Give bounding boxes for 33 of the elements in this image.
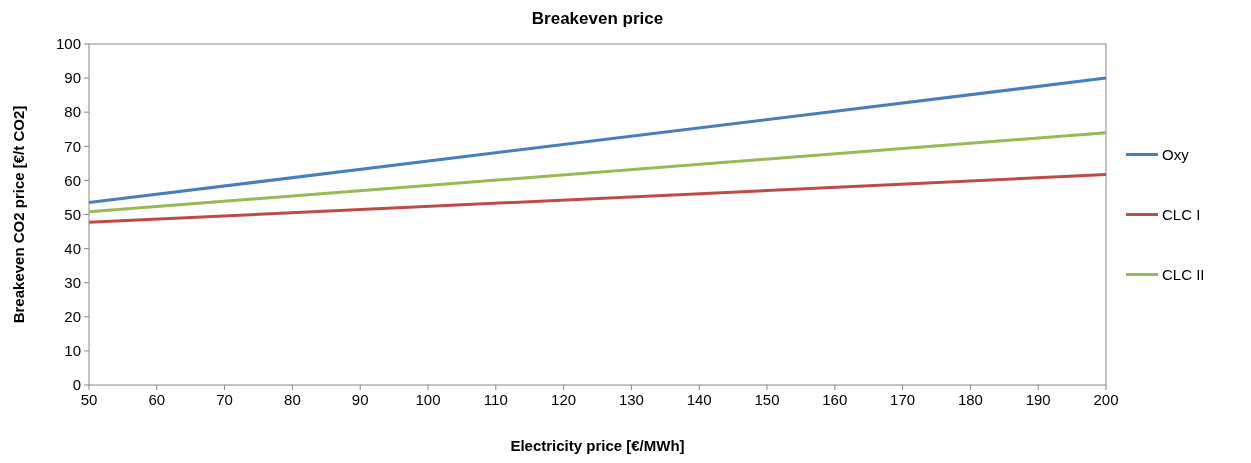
x-tick-label: 190 bbox=[1025, 391, 1051, 408]
x-tick-label: 150 bbox=[754, 391, 780, 408]
x-tick-label: 170 bbox=[890, 391, 916, 408]
x-tick-label: 120 bbox=[551, 391, 577, 408]
y-tick-label: 60 bbox=[64, 171, 81, 189]
y-tick-label: 0 bbox=[72, 376, 81, 394]
legend-label: CLC I bbox=[1162, 205, 1201, 223]
y-tick-label: 50 bbox=[64, 205, 81, 223]
x-tick-label: 90 bbox=[351, 391, 369, 408]
x-tick-label: 60 bbox=[148, 391, 166, 408]
x-tick-label: 100 bbox=[415, 391, 441, 408]
x-tick-label: 160 bbox=[822, 391, 848, 408]
x-tick-label: 110 bbox=[483, 391, 508, 408]
x-tick-label: 180 bbox=[957, 391, 983, 408]
y-tick-label: 30 bbox=[64, 273, 81, 291]
x-tick-label: 50 bbox=[80, 391, 98, 408]
x-tick-label: 80 bbox=[284, 391, 301, 408]
y-tick-label: 20 bbox=[64, 308, 81, 326]
x-tick-label: 200 bbox=[1093, 391, 1119, 408]
x-tick-label: 130 bbox=[618, 391, 644, 408]
y-tick-label: 70 bbox=[64, 137, 81, 155]
legend-label: CLC II bbox=[1162, 265, 1205, 283]
y-tick-label: 40 bbox=[64, 239, 81, 257]
x-tick-label: 140 bbox=[686, 391, 712, 408]
x-tick-label: 70 bbox=[216, 391, 233, 408]
y-tick-label: 10 bbox=[64, 342, 81, 360]
y-tick-label: 100 bbox=[55, 35, 81, 53]
legend-label: Oxy bbox=[1162, 145, 1190, 163]
y-tick-label: 90 bbox=[64, 69, 81, 87]
x-axis-title: Electricity price [€/MWh] bbox=[510, 437, 685, 454]
chart-title: Breakeven price bbox=[531, 9, 664, 28]
y-tick-label: 80 bbox=[64, 103, 81, 121]
y-axis-title: Breakeven CO2 price [€/t CO2] bbox=[10, 105, 27, 324]
